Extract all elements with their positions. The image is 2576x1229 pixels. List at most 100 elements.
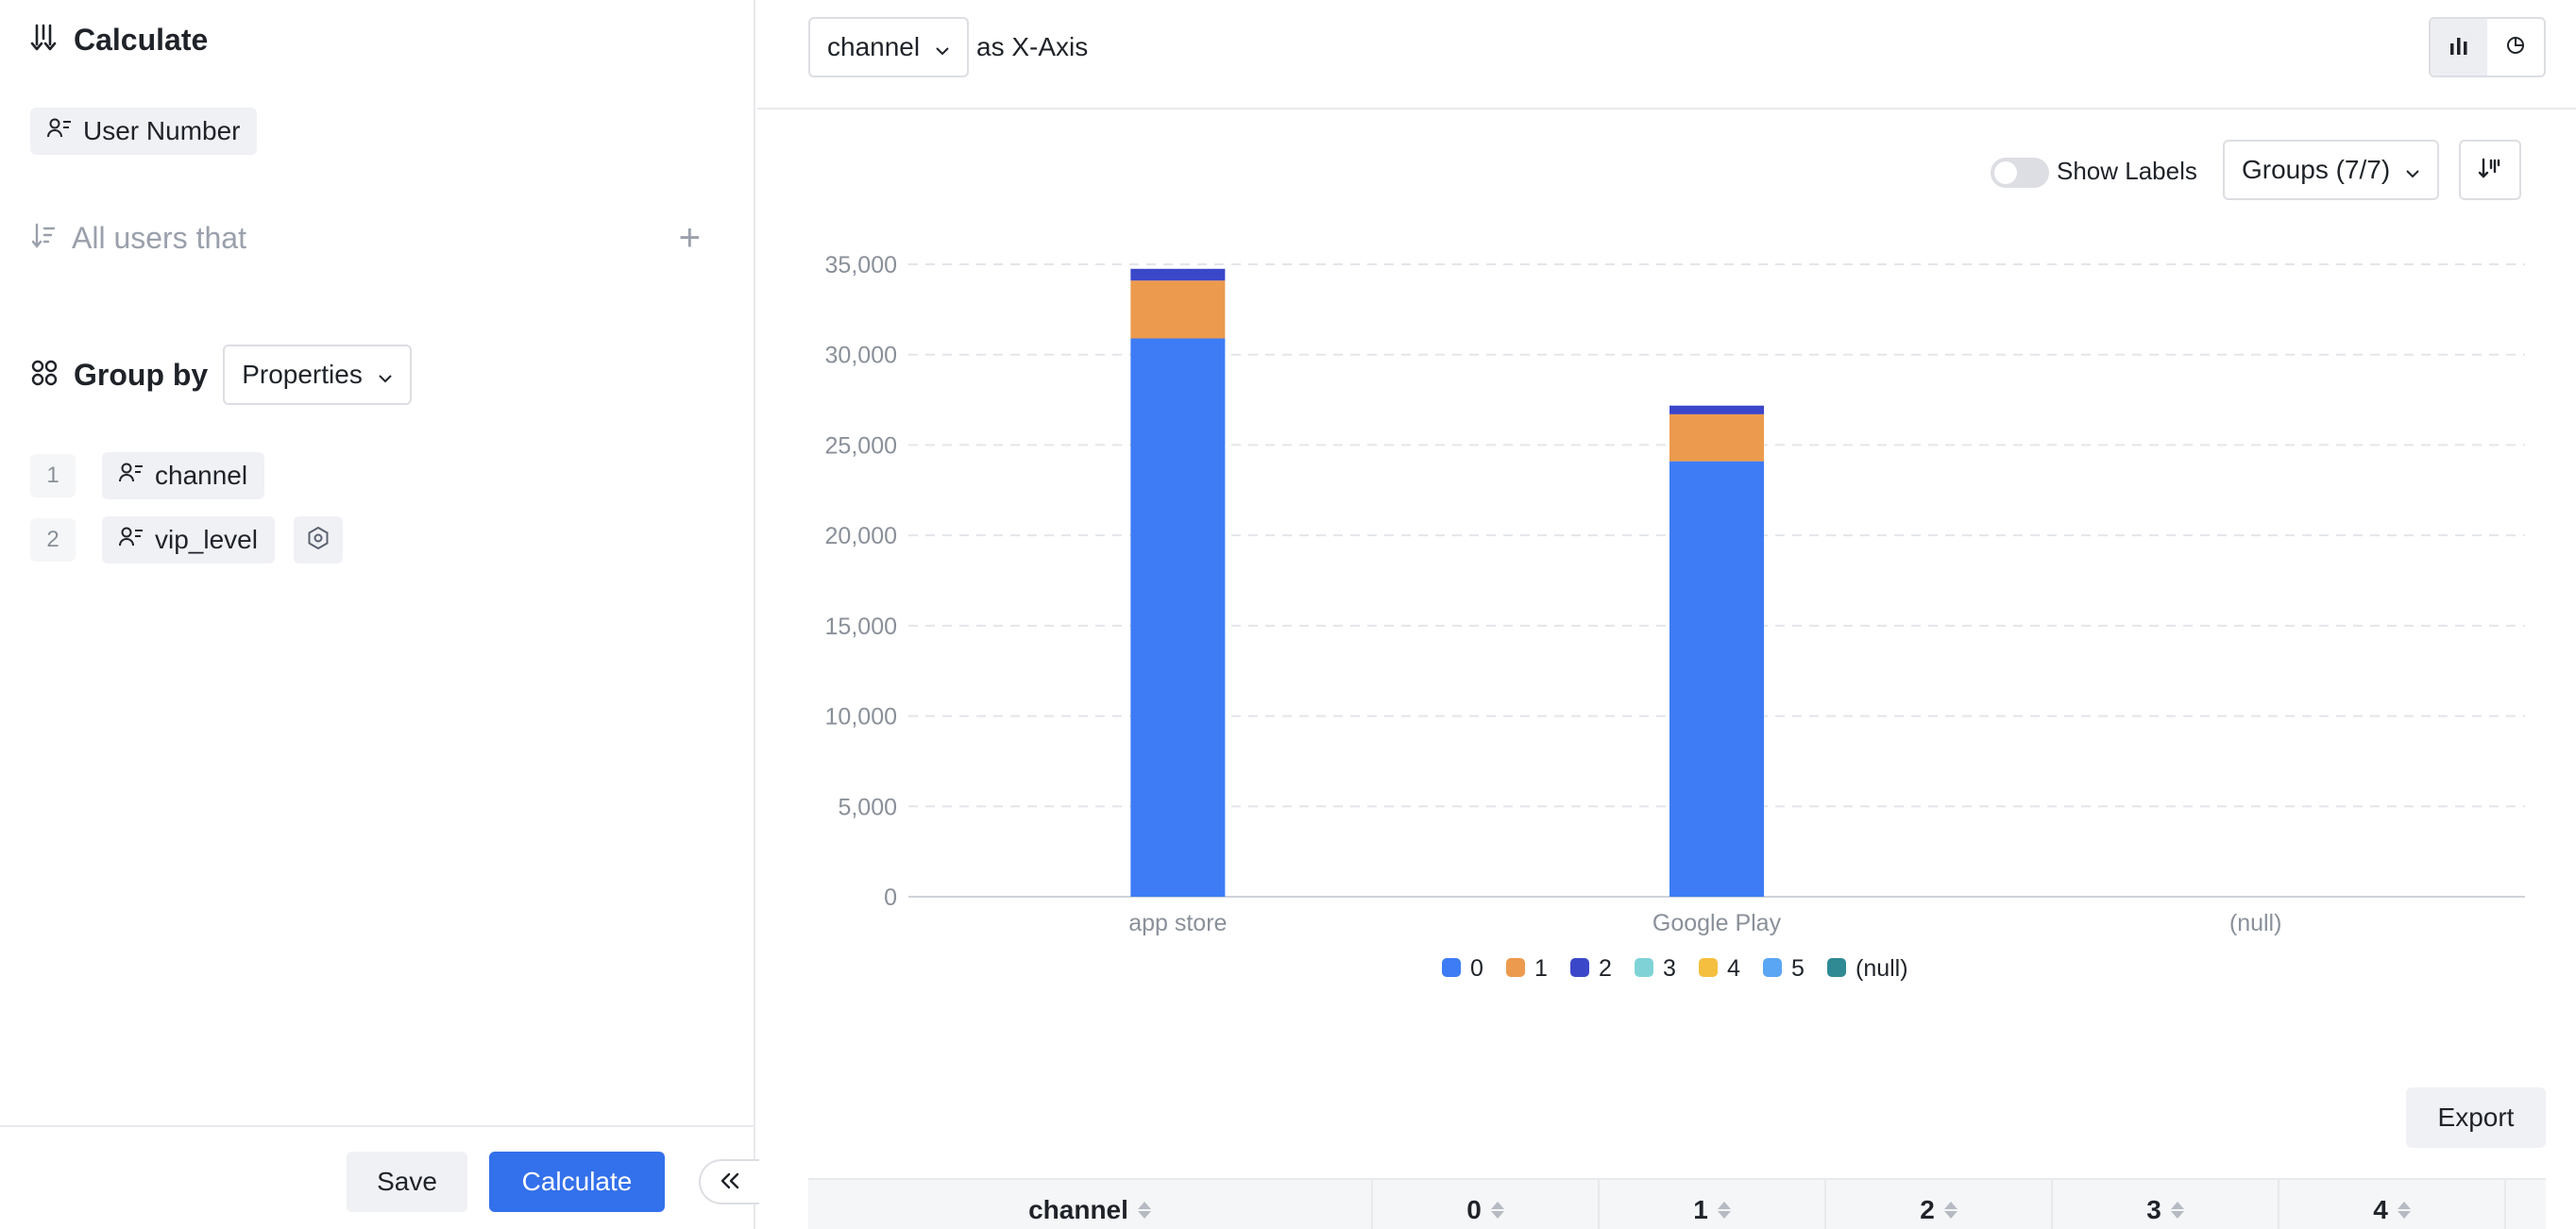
- group-row-2: 2 vip_level: [30, 516, 343, 564]
- legend-swatch: [1442, 958, 1461, 977]
- group-settings-button[interactable]: [293, 516, 343, 564]
- x-tick-label: (null): [2229, 910, 2282, 936]
- calculate-button[interactable]: Calculate: [489, 1152, 665, 1212]
- group-chip-channel[interactable]: channel: [102, 452, 265, 499]
- legend-label: 5: [1791, 955, 1805, 982]
- sort-arrows-icon[interactable]: [2397, 1202, 2411, 1219]
- group-chip-label: channel: [155, 461, 248, 490]
- add-filter-icon[interactable]: +: [678, 217, 701, 259]
- pie-chart-toggle[interactable]: [2487, 19, 2544, 76]
- sort-arrows-icon[interactable]: [1717, 1202, 1731, 1219]
- chart-toolbar: channel as X-Axis: [757, 0, 2576, 109]
- legend-swatch: [1635, 958, 1653, 977]
- column-header[interactable]: 2: [1826, 1180, 2053, 1229]
- groups-select-value: Groups (7/7): [2242, 155, 2391, 184]
- column-header[interactable]: 3: [2053, 1180, 2279, 1229]
- y-tick-label: 0: [884, 884, 897, 911]
- x-tick-label: app store: [1128, 910, 1227, 936]
- chevron-down-icon: [2405, 155, 2420, 185]
- show-labels-switch[interactable]: [1991, 158, 2049, 188]
- sort-arrows-icon[interactable]: [2170, 1202, 2184, 1219]
- legend-swatch: [1506, 958, 1525, 977]
- legend-swatch: [1699, 958, 1718, 977]
- left-footer: Save Calculate: [0, 1125, 759, 1229]
- show-labels-label: Show Labels: [2057, 157, 2197, 185]
- column-header-label: channel: [1028, 1195, 1128, 1224]
- group-by-title: Group by: [74, 357, 209, 392]
- left-panel: Calculate User Number All users that + G…: [0, 0, 759, 1229]
- pie-chart-icon: [2505, 35, 2526, 60]
- y-tick-label: 10,000: [825, 704, 897, 731]
- x-tick-label: Google Play: [1652, 910, 1782, 936]
- calculate-icon: [28, 23, 59, 58]
- column-header[interactable]: 0: [1373, 1180, 1600, 1229]
- column-header[interactable]: channel: [808, 1180, 1373, 1229]
- group-index: 2: [30, 518, 76, 562]
- legend-swatch: [1827, 958, 1846, 977]
- sort-icon: [2478, 157, 2502, 184]
- save-button[interactable]: Save: [347, 1152, 467, 1212]
- group-chip-vip-level[interactable]: vip_level: [102, 516, 275, 564]
- collapse-panel-button[interactable]: [699, 1159, 759, 1204]
- y-tick-label: 35,000: [825, 252, 897, 278]
- y-tick-label: 5,000: [838, 794, 897, 820]
- stacked-bar-chart: 0 5,000 10,000 15,000 20,000 25,000 30,000 35,0…: [825, 252, 2525, 982]
- calculate-header: Calculate: [28, 23, 208, 58]
- column-header[interactable]: 1: [1600, 1180, 1826, 1229]
- double-chevron-left-icon: [719, 1166, 741, 1198]
- chart-type-toggle: [2429, 17, 2546, 77]
- metric-chip-user-number[interactable]: User Number: [30, 108, 258, 155]
- calculate-title: Calculate: [74, 23, 209, 57]
- y-tick-label: 15,000: [825, 614, 897, 640]
- bar-chart-icon: [2449, 36, 2469, 59]
- y-tick-label: 20,000: [825, 523, 897, 549]
- legend-label: 1: [1534, 955, 1548, 982]
- user-property-icon: [47, 116, 72, 146]
- group-chip-label: vip_level: [155, 525, 258, 554]
- user-property-icon: [119, 461, 144, 491]
- sort-arrows-icon[interactable]: [1490, 1202, 1504, 1219]
- chevron-down-icon: [935, 32, 950, 62]
- xaxis-suffix: as X-Axis: [976, 32, 1089, 61]
- group-index: 1: [30, 454, 76, 497]
- legend-label: 2: [1599, 955, 1612, 982]
- table-header: channel 0 1 2 3 4: [808, 1178, 2546, 1229]
- column-header-label: 1: [1693, 1195, 1708, 1224]
- bar-segment: [1130, 338, 1226, 897]
- bar-segment: [1130, 280, 1226, 339]
- column-header-label: 2: [1920, 1195, 1935, 1224]
- export-button[interactable]: Export: [2406, 1087, 2546, 1148]
- sort-arrows-icon[interactable]: [1137, 1202, 1151, 1219]
- chevron-down-icon: [378, 360, 393, 390]
- switch-knob: [1994, 161, 2017, 184]
- legend-label: 0: [1470, 955, 1483, 982]
- bar-chart-toggle[interactable]: [2431, 19, 2487, 76]
- column-header[interactable]: 4: [2279, 1180, 2506, 1229]
- sort-arrows-icon[interactable]: [1943, 1202, 1957, 1219]
- metric-chip-label: User Number: [83, 116, 241, 145]
- legend-label: 3: [1663, 955, 1676, 982]
- group-by-mode-value: Properties: [242, 360, 363, 389]
- group-row-1: 1 channel: [30, 452, 265, 499]
- group-by-mode-select[interactable]: Properties: [223, 345, 412, 405]
- sort-button[interactable]: [2459, 140, 2521, 200]
- bar-segment: [1669, 461, 1764, 897]
- groups-select[interactable]: Groups (7/7): [2223, 140, 2440, 200]
- xaxis-value: channel: [827, 32, 921, 61]
- legend-swatch: [1763, 958, 1782, 977]
- y-tick-label: 25,000: [825, 432, 897, 459]
- legend-label: 4: [1727, 955, 1740, 982]
- group-by-row: Group by Properties: [30, 345, 412, 405]
- group-grid-icon: [30, 359, 59, 392]
- column-header-label: 0: [1466, 1195, 1482, 1224]
- xaxis-select[interactable]: channel: [808, 17, 970, 77]
- bar-segment: [1669, 405, 1764, 414]
- user-property-icon: [119, 525, 144, 555]
- bar-segment: [1669, 413, 1764, 462]
- column-header-label: 3: [2146, 1195, 2161, 1224]
- column-header-label: 4: [2373, 1195, 2388, 1224]
- legend-swatch: [1570, 958, 1589, 977]
- y-tick-label: 30,000: [825, 343, 897, 369]
- gear-icon: [306, 526, 330, 555]
- legend-label: (null): [1856, 955, 1908, 982]
